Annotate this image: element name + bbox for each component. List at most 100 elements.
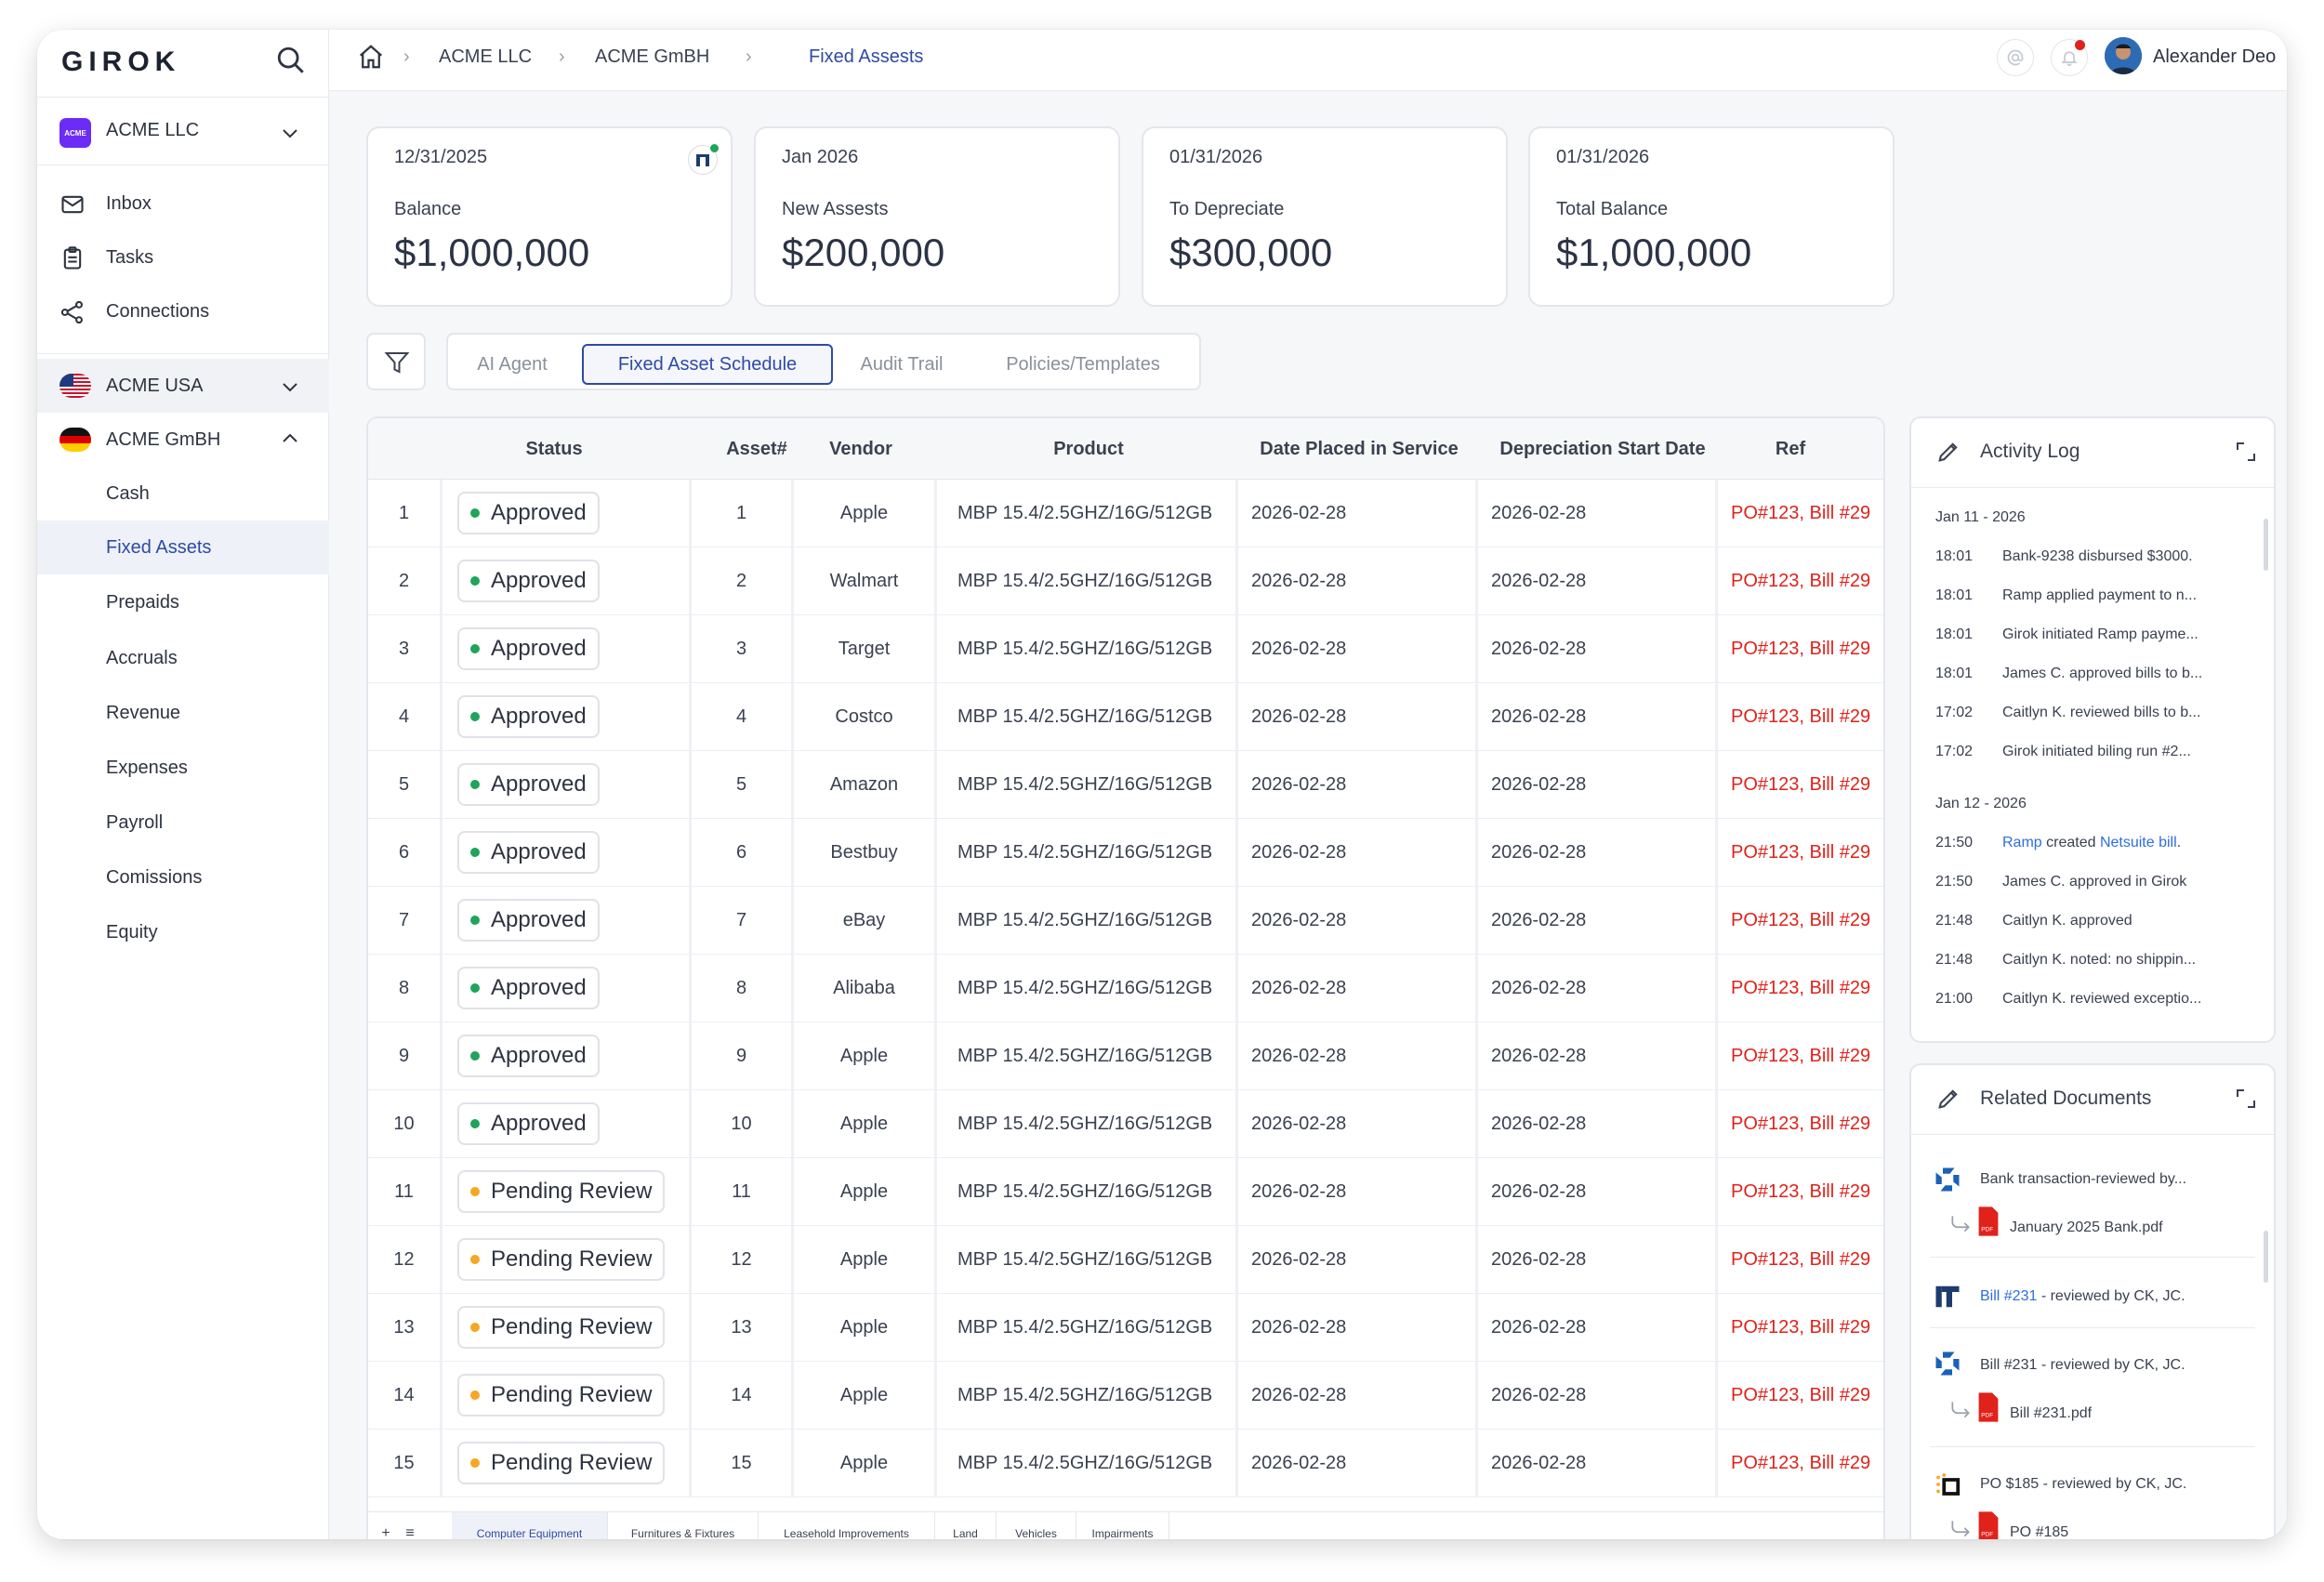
sidebar-item-revenue[interactable]: Revenue — [37, 686, 329, 740]
search-icon[interactable] — [275, 45, 307, 76]
log-entry[interactable]: Caitlyn K. approved — [2002, 913, 2133, 929]
ref-cell-text[interactable]: PO#123, Bill #29 — [1731, 1045, 1871, 1066]
scrollbar[interactable] — [2264, 519, 2268, 571]
chevron-down-icon[interactable] — [279, 376, 301, 398]
breadcrumb-acme-gmbh[interactable]: ACME GmBH — [595, 46, 710, 67]
log-entry[interactable]: Ramp applied payment to n... — [2002, 587, 2198, 603]
document-title[interactable]: PO $185 - reviewed by CK, JC. — [1980, 1476, 2187, 1492]
document-title[interactable]: Bill #231 - reviewed by CK, JC. — [1980, 1288, 2185, 1305]
sheet-tab[interactable]: Leasehold Improvements — [759, 1512, 935, 1539]
status-badge[interactable]: Approved — [457, 967, 600, 1009]
column-header-asset[interactable]: Asset# — [726, 439, 787, 459]
status-badge[interactable]: Pending Review — [457, 1374, 666, 1417]
sidebar-item-prepaids[interactable]: Prepaids — [37, 575, 329, 629]
bill-link[interactable]: Bill #231 — [1980, 1288, 2038, 1304]
breadcrumb-acme-llc[interactable]: ACME LLC — [439, 46, 533, 67]
tab-policies-templates[interactable]: Policies/Templates — [1006, 353, 1160, 375]
ref-cell-text[interactable]: PO#123, Bill #29 — [1731, 977, 1871, 998]
log-entry[interactable]: Caitlyn K. reviewed bills to b... — [2002, 705, 2201, 720]
ref-cell-text[interactable]: PO#123, Bill #29 — [1731, 773, 1871, 795]
table-row[interactable]: 1 Approved 1 Apple MBP 15.4/2.5GHZ/16G/512GB… — [368, 480, 1883, 547]
ref-cell-text[interactable]: PO#123, Bill #29 — [1731, 502, 1871, 523]
status-badge[interactable]: Approved — [457, 560, 600, 602]
entity-acme-usa[interactable]: ACME USA — [37, 359, 329, 413]
table-row[interactable]: 5 Approved 5 Amazon MBP 15.4/2.5GHZ/16G/512G… — [368, 751, 1883, 819]
table-row[interactable]: 12 Pending Review 12 Apple MBP 15.4/2.5GHZ/1… — [368, 1226, 1883, 1294]
ref-cell-text[interactable]: PO#123, Bill #29 — [1731, 705, 1871, 727]
table-row[interactable]: 15 Pending Review 15 Apple MBP 15.4/2.5GHZ/1… — [368, 1430, 1883, 1497]
log-entry[interactable]: James C. approved in Girok — [2002, 874, 2187, 890]
status-badge[interactable]: Approved — [457, 1035, 600, 1077]
ref-cell-text[interactable]: PO#123, Bill #29 — [1731, 1384, 1871, 1405]
sidebar-item-connections[interactable]: Connections — [37, 286, 329, 336]
status-badge[interactable]: Pending Review — [457, 1442, 666, 1484]
column-header-ref[interactable]: Ref — [1775, 439, 1806, 459]
document-file[interactable]: PO #185 — [2010, 1524, 2069, 1539]
ref-cell-text[interactable]: PO#123, Bill #29 — [1731, 1316, 1871, 1338]
column-header-product[interactable]: Product — [1053, 439, 1124, 459]
sidebar-item-tasks[interactable]: Tasks — [37, 232, 329, 283]
sidebar-item-expenses[interactable]: Expenses — [37, 741, 329, 795]
chevron-down-icon[interactable] — [279, 122, 301, 144]
tab-ai-agent[interactable]: AI Agent — [477, 353, 548, 375]
column-header-date-placed[interactable]: Date Placed in Service — [1260, 439, 1459, 459]
sheet-tab[interactable]: Computer Equipment — [452, 1512, 608, 1539]
status-badge[interactable]: Approved — [457, 763, 600, 806]
ref-cell-text[interactable]: PO#123, Bill #29 — [1731, 1248, 1871, 1270]
table-row[interactable]: 9 Approved 9 Apple MBP 15.4/2.5GHZ/16G/512GB… — [368, 1022, 1883, 1090]
table-row[interactable]: 2 Approved 2 Walmart MBP 15.4/2.5GHZ/16G/512… — [368, 547, 1883, 615]
sheet-tab[interactable]: Land — [935, 1512, 997, 1539]
expand-icon[interactable] — [2235, 1088, 2257, 1110]
sidebar-item-comissions[interactable]: Comissions — [37, 850, 329, 904]
ref-cell-text[interactable]: PO#123, Bill #29 — [1731, 1452, 1871, 1473]
add-sheet-button[interactable]: + — [381, 1525, 390, 1539]
log-entry[interactable]: James C. approved bills to b... — [2002, 666, 2203, 681]
status-badge[interactable]: Approved — [457, 831, 600, 874]
table-row[interactable]: 8 Approved 8 Alibaba MBP 15.4/2.5GHZ/16G/512… — [368, 955, 1883, 1022]
sidebar-item-fixed-assets[interactable]: Fixed Assets — [37, 521, 329, 574]
expand-icon[interactable] — [2235, 441, 2257, 463]
org-switcher[interactable]: ACME ACME LLC — [37, 97, 329, 165]
table-row[interactable]: 4 Approved 4 Costco MBP 15.4/2.5GHZ/16G/512G… — [368, 683, 1883, 751]
column-header-depreciation-start[interactable]: Depreciation Start Date — [1499, 439, 1706, 459]
table-row[interactable]: 3 Approved 3 Target MBP 15.4/2.5GHZ/16G/512G… — [368, 615, 1883, 683]
log-link[interactable]: Netsuite bill — [2099, 835, 2177, 850]
notifications-button[interactable] — [2051, 39, 2088, 76]
status-badge[interactable]: Pending Review — [457, 1170, 666, 1213]
table-row[interactable]: 7 Approved 7 eBay MBP 15.4/2.5GHZ/16G/512GB 2… — [368, 887, 1883, 955]
sheet-tab[interactable]: Impairments — [1076, 1512, 1169, 1539]
status-badge[interactable]: Pending Review — [457, 1306, 666, 1349]
log-entry[interactable]: Caitlyn K. reviewed exceptio... — [2002, 991, 2202, 1007]
ref-cell-text[interactable]: PO#123, Bill #29 — [1731, 570, 1871, 591]
status-badge[interactable]: Approved — [457, 492, 600, 534]
entity-acme-gmbh[interactable]: ACME GmBH — [37, 413, 329, 467]
document-file[interactable]: January 2025 Bank.pdf — [2010, 1219, 2163, 1235]
log-entry[interactable]: Ramp created Netsuite bill. — [2002, 835, 2181, 851]
tab-fixed-asset-schedule[interactable]: Fixed Asset Schedule — [582, 344, 833, 385]
log-link[interactable]: Ramp — [2002, 835, 2042, 850]
ref-cell-text[interactable]: PO#123, Bill #29 — [1731, 1180, 1871, 1202]
ref-cell-text[interactable]: PO#123, Bill #29 — [1731, 841, 1871, 863]
table-row[interactable]: 6 Approved 6 Bestbuy MBP 15.4/2.5GHZ/16G/512… — [368, 819, 1883, 887]
sheet-tab[interactable]: Furnitures & Fixtures — [608, 1512, 759, 1539]
chevron-up-icon[interactable] — [279, 428, 301, 450]
sheet-tab[interactable]: Vehicles — [997, 1512, 1076, 1539]
ref-cell-text[interactable]: PO#123, Bill #29 — [1731, 909, 1871, 930]
scrollbar[interactable] — [2264, 1231, 2268, 1283]
status-badge[interactable]: Approved — [457, 627, 600, 670]
mention-button[interactable] — [1997, 39, 2034, 76]
sidebar-item-payroll[interactable]: Payroll — [37, 796, 329, 850]
status-badge[interactable]: Approved — [457, 899, 600, 942]
user-name[interactable]: Alexander Deo — [2153, 46, 2277, 67]
sheet-menu-button[interactable]: ≡ — [405, 1525, 415, 1539]
table-row[interactable]: 10 Approved 10 Apple MBP 15.4/2.5GHZ/16G/512… — [368, 1090, 1883, 1158]
table-row[interactable]: 11 Pending Review 11 Apple MBP 15.4/2.5GHZ/1… — [368, 1158, 1883, 1226]
column-header-status[interactable]: Status — [525, 439, 583, 459]
table-row[interactable]: 14 Pending Review 14 Apple MBP 15.4/2.5GHZ/1… — [368, 1362, 1883, 1430]
document-title[interactable]: Bill #231 - reviewed by CK, JC. — [1980, 1357, 2185, 1373]
tab-audit-trail[interactable]: Audit Trail — [860, 353, 944, 375]
ref-cell-text[interactable]: PO#123, Bill #29 — [1731, 1113, 1871, 1134]
document-file[interactable]: Bill #231.pdf — [2010, 1405, 2093, 1421]
log-entry[interactable]: Girok initiated Ramp payme... — [2002, 626, 2199, 642]
filter-button[interactable] — [366, 333, 426, 390]
